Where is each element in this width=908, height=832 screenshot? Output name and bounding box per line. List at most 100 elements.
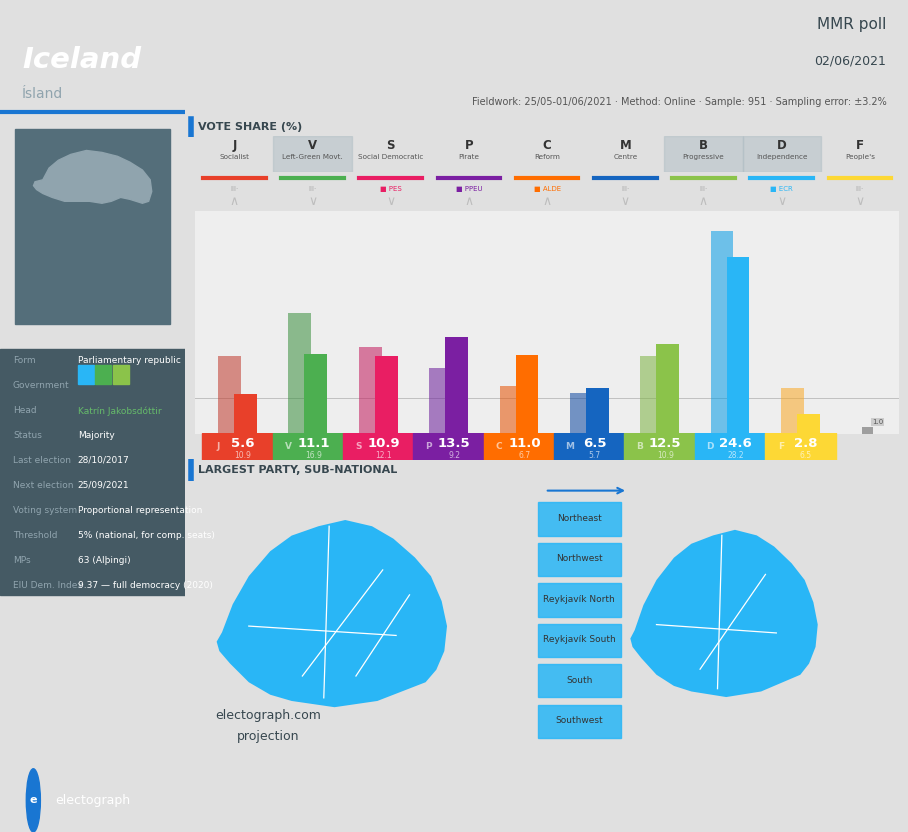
Text: ∨: ∨ xyxy=(621,195,630,208)
Text: 63 (Alþingi): 63 (Alþingi) xyxy=(78,556,131,565)
Text: 28/10/2017: 28/10/2017 xyxy=(78,456,130,465)
Text: EIU Dem. Index: EIU Dem. Index xyxy=(13,581,83,590)
Text: P: P xyxy=(465,139,473,151)
Bar xyxy=(78,365,94,384)
Text: 24.6: 24.6 xyxy=(719,437,752,450)
Text: 12.5: 12.5 xyxy=(649,437,682,450)
Text: 5.6: 5.6 xyxy=(232,437,255,450)
Text: C: C xyxy=(496,442,502,451)
Bar xyxy=(538,503,621,536)
Bar xyxy=(484,433,554,460)
Bar xyxy=(726,257,749,434)
Bar xyxy=(234,394,257,434)
Text: Proportional representation: Proportional representation xyxy=(78,506,202,515)
Bar xyxy=(343,433,413,460)
Bar xyxy=(445,337,468,434)
Bar xyxy=(640,356,663,434)
Text: ■ ECR: ■ ECR xyxy=(770,186,793,192)
Text: C: C xyxy=(543,139,551,151)
Text: Southwest: Southwest xyxy=(556,716,603,725)
Text: ∧: ∧ xyxy=(542,195,552,208)
Text: B: B xyxy=(118,370,123,379)
Bar xyxy=(499,386,522,434)
Text: electograph.com
projection: electograph.com projection xyxy=(215,710,321,744)
Text: Last election: Last election xyxy=(13,456,71,465)
Text: 6.5: 6.5 xyxy=(800,451,812,460)
Bar xyxy=(375,356,398,434)
Text: Left-Green Movt.: Left-Green Movt. xyxy=(282,154,343,160)
Bar xyxy=(0,349,185,595)
Text: B: B xyxy=(637,442,644,451)
Text: Parliamentary republic: Parliamentary republic xyxy=(78,356,181,365)
Text: Centre: Centre xyxy=(613,154,637,160)
Text: Next election: Next election xyxy=(13,481,74,490)
Text: Majority: Majority xyxy=(78,431,114,440)
Text: Threshold: Threshold xyxy=(13,531,57,540)
Text: Social Democratic: Social Democratic xyxy=(358,154,423,160)
Text: 02/06/2021: 02/06/2021 xyxy=(814,54,886,67)
Text: ∨: ∨ xyxy=(777,195,786,208)
Bar xyxy=(538,583,621,617)
Bar xyxy=(695,433,765,460)
Bar xyxy=(273,136,351,172)
Text: ■ ALDE: ■ ALDE xyxy=(534,186,560,192)
Text: F: F xyxy=(777,442,784,451)
Text: J: J xyxy=(216,442,220,451)
Bar xyxy=(570,394,593,434)
Text: Status: Status xyxy=(13,431,42,440)
Text: MMR poll: MMR poll xyxy=(817,17,886,32)
Text: Pirate: Pirate xyxy=(459,154,479,160)
Text: ∨: ∨ xyxy=(855,195,864,208)
Text: D: D xyxy=(83,370,89,379)
Text: III·: III· xyxy=(855,186,864,192)
Text: 6.7: 6.7 xyxy=(518,451,530,460)
Text: V: V xyxy=(100,370,106,379)
Bar xyxy=(665,136,743,172)
Text: electograph: electograph xyxy=(55,794,131,807)
Text: 11.1: 11.1 xyxy=(297,437,330,450)
Text: People's: People's xyxy=(844,154,874,160)
Bar xyxy=(218,356,241,434)
Bar xyxy=(95,365,111,384)
Text: 10.9: 10.9 xyxy=(368,437,400,450)
Text: D: D xyxy=(776,139,786,151)
Bar xyxy=(202,433,272,460)
Bar xyxy=(538,624,621,657)
Text: 11.0: 11.0 xyxy=(508,437,541,450)
Text: Form: Form xyxy=(13,356,35,365)
Text: Northwest: Northwest xyxy=(556,554,602,563)
Bar xyxy=(554,433,625,460)
Text: M: M xyxy=(619,139,631,151)
Bar xyxy=(516,355,538,434)
Text: Northeast: Northeast xyxy=(557,513,601,522)
Text: 28.2: 28.2 xyxy=(727,451,744,460)
Bar xyxy=(743,136,821,172)
Bar xyxy=(797,414,820,434)
Text: D: D xyxy=(706,442,714,451)
Circle shape xyxy=(26,769,40,832)
Text: South: South xyxy=(566,676,592,685)
Text: Progressive: Progressive xyxy=(683,154,725,160)
Text: V: V xyxy=(308,139,317,151)
Text: Voting system: Voting system xyxy=(13,506,77,515)
Bar xyxy=(625,433,695,460)
Text: 5.7: 5.7 xyxy=(589,451,601,460)
Text: VOTE SHARE (%): VOTE SHARE (%) xyxy=(198,121,302,132)
Text: Socialist: Socialist xyxy=(220,154,250,160)
Text: Ísland: Ísland xyxy=(22,87,64,102)
Text: ■ PES: ■ PES xyxy=(380,186,401,192)
Text: MPs: MPs xyxy=(13,556,31,565)
Text: P: P xyxy=(426,442,432,451)
Bar xyxy=(862,427,873,434)
Text: 12.1: 12.1 xyxy=(376,451,392,460)
Text: 10.9: 10.9 xyxy=(656,451,674,460)
Text: III·: III· xyxy=(309,186,317,192)
Text: S: S xyxy=(387,139,395,151)
Text: 16.9: 16.9 xyxy=(305,451,321,460)
Bar xyxy=(15,129,171,324)
Bar xyxy=(765,433,835,460)
Bar xyxy=(429,368,452,434)
Bar xyxy=(538,542,621,576)
Text: Reform: Reform xyxy=(534,154,560,160)
Text: e: e xyxy=(30,795,37,805)
